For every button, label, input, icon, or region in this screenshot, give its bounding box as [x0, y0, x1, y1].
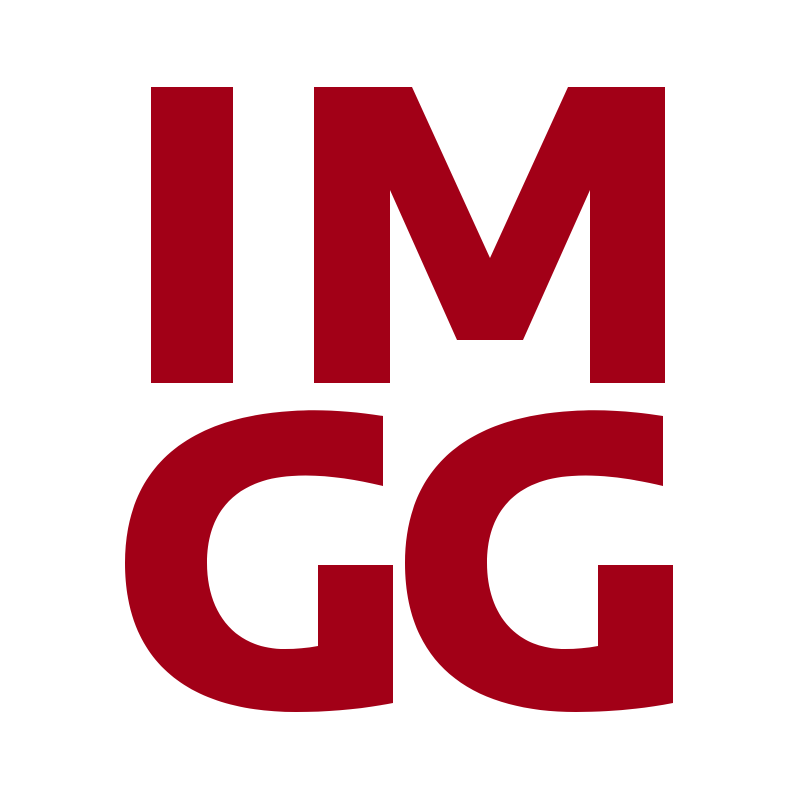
letter-g-left [125, 410, 393, 712]
logo-line-2 [125, 410, 673, 712]
logo-line-1 [151, 87, 665, 383]
letter-m [314, 87, 665, 383]
letter-g-right [405, 410, 673, 712]
letter-i [151, 87, 233, 383]
